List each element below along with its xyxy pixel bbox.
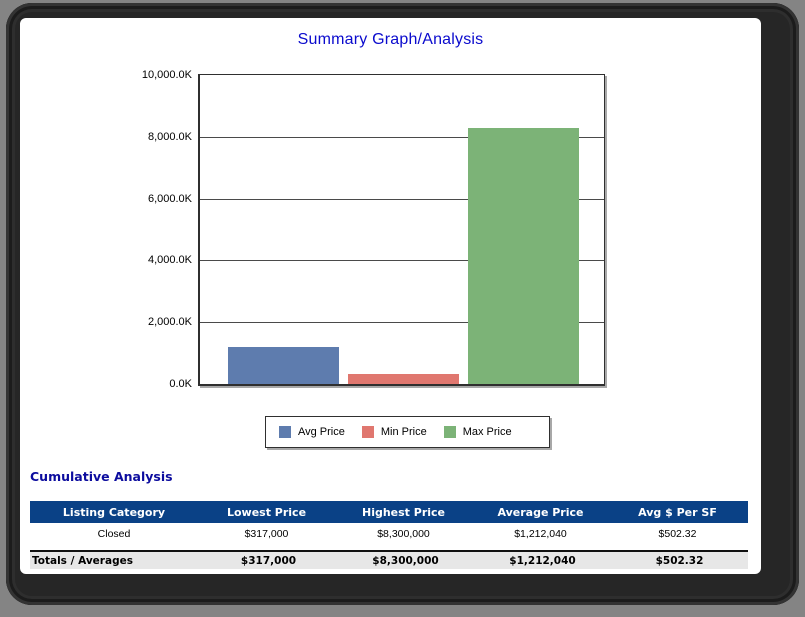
- column-header: Lowest Price: [226, 505, 307, 519]
- column-header: Highest Price: [361, 505, 445, 519]
- table-cell: $502.32: [658, 527, 697, 540]
- y-axis-tick-label: 6,000.0K: [147, 193, 192, 205]
- y-axis-tick-label: 2,000.0K: [147, 316, 192, 328]
- legend-label: Min Price: [380, 426, 427, 438]
- legend: Avg Price Min Price Max Price: [265, 416, 550, 448]
- totals-cell: $8,300,000: [372, 554, 439, 567]
- y-axis-tick-label: 4,000.0K: [147, 254, 192, 266]
- table-cell: Closed: [97, 527, 131, 540]
- gridline: [200, 199, 604, 200]
- table-body: Closed $317,000 $8,300,000 $1,212,040 $502.3…: [30, 523, 748, 544]
- legend-swatch-icon: [279, 426, 291, 438]
- y-axis-labels: 0.0K 2,000.0K 4,000.0K 6,000.0K 8,000.0K 10,0…: [90, 69, 192, 390]
- bar-avg-price: [228, 347, 339, 384]
- page-title: Summary Graph/Analysis: [297, 31, 484, 48]
- legend-label: Avg Price: [298, 426, 345, 438]
- bar-min-price: [348, 374, 459, 384]
- totals-cell: $1,212,040: [509, 554, 576, 567]
- gridline: [200, 137, 604, 138]
- column-header: Average Price: [497, 505, 584, 519]
- legend-swatch-icon: [443, 426, 456, 438]
- y-axis-tick-label: 0.0K: [169, 378, 192, 390]
- bar-max-price: [468, 128, 579, 384]
- totals-cell: Totals / Averages: [32, 554, 133, 567]
- legend-label: Max Price: [462, 426, 512, 438]
- cumulative-analysis-table: Listing Category Lowest Price Highest Pric…: [30, 501, 748, 569]
- cumulative-analysis-heading: Cumulative Analysis: [30, 469, 173, 484]
- table-cell: $317,000: [244, 527, 289, 540]
- plot-area: [198, 74, 605, 386]
- gridline: [200, 322, 604, 323]
- gridline: [200, 260, 604, 261]
- y-axis-tick-label: 8,000.0K: [147, 131, 192, 143]
- table-cell: $1,212,040: [514, 527, 567, 540]
- legend-item: Max Price: [443, 426, 512, 438]
- totals-cell: $317,000: [240, 554, 297, 567]
- legend-item: Min Price: [361, 426, 427, 438]
- table-row: Closed $317,000 $8,300,000 $1,212,040 $502.3…: [30, 523, 748, 544]
- y-axis-tick-label: 10,000.0K: [141, 69, 192, 81]
- table-header-row: Listing Category Lowest Price Highest Pric…: [30, 501, 748, 523]
- column-header: Listing Category: [62, 505, 166, 519]
- column-header: Avg $ Per SF: [638, 505, 717, 519]
- legend-swatch-icon: [361, 426, 374, 438]
- legend-item: Avg Price: [279, 426, 345, 438]
- report-page: Summary Graph/Analysis 0.0K 2,000.0K 4,000…: [20, 18, 761, 574]
- table-totals-row: Totals / Averages $317,000 $8,300,000 $1,21…: [30, 550, 748, 569]
- totals-cell: $502.32: [655, 554, 704, 567]
- table-cell: $8,300,000: [377, 527, 430, 540]
